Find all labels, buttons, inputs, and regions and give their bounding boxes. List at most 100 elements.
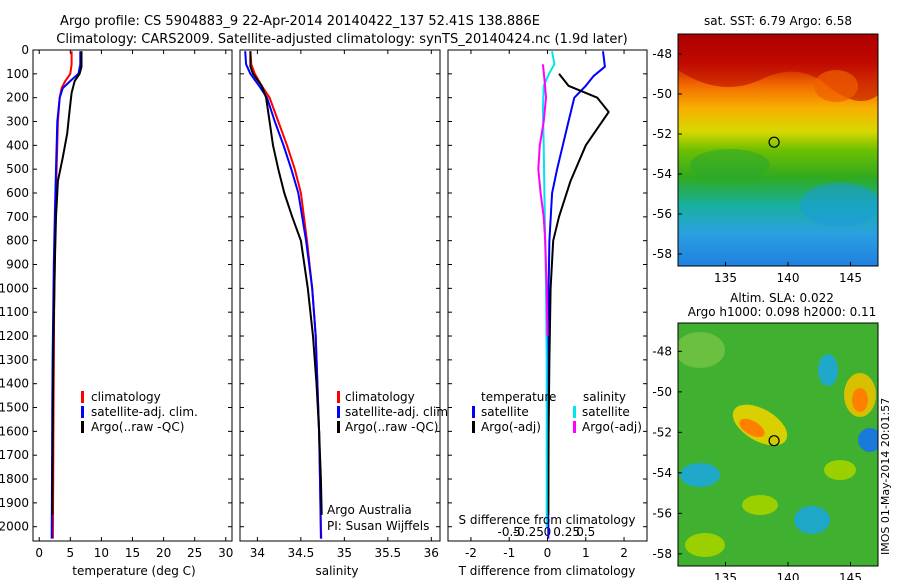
legend-label-t-satellite: satellite [481, 405, 529, 419]
depth-tick-label: 300 [6, 115, 29, 129]
sla-map-ticks: 135 140 145 -48 -50 -52 -54 -56 -58 [652, 344, 862, 580]
map-y-tick-label: -52 [652, 425, 672, 439]
temperature-profiles [50, 51, 83, 539]
legend-label-climatology: climatology [91, 390, 161, 404]
sst-map-frame [677, 33, 879, 267]
profile-line-argo-raw-qc- [51, 51, 83, 515]
sla-blob [794, 506, 830, 534]
argo-location-marker [768, 435, 780, 447]
x-tick-label: -1 [503, 546, 515, 560]
depth-tick-label: 1800 [0, 472, 29, 486]
legend-label-argo: Argo(..raw -QC) [345, 420, 438, 434]
legend-swatch-argo [81, 421, 84, 433]
depth-tick-label: 1200 [0, 329, 29, 343]
x-tick-label: 35.5 [374, 546, 401, 560]
sla-blob [680, 463, 720, 487]
x-tick-label: 2 [620, 546, 628, 560]
x-tick-label: 0 [35, 546, 43, 560]
figure-title-line1: Argo profile: CS 5904883_9 22-Apr-2014 2… [60, 14, 540, 29]
map-y-tick-label: -48 [652, 344, 672, 358]
sla-map-title-line1: Altim. SLA: 0.022 [730, 291, 834, 305]
t-difference-axis-ticks: -2 -1 0 1 2 [465, 50, 628, 560]
map-y-tick-label: -52 [652, 127, 672, 141]
legend-label-satellite-adj: satellite-adj. clim. [91, 405, 198, 419]
difference-panel: -2 -1 0 1 2 -0.5-0.25 0 0.250.5 T difference f… [447, 49, 648, 578]
legend-swatch-s-satellite [573, 406, 576, 418]
legend-label-argo: Argo(..raw -QC) [91, 420, 184, 434]
depth-tick-label: 600 [6, 186, 29, 200]
sst-cold-patch [800, 183, 878, 227]
temperature-panel: 0100200300400500600700800900100011001200… [0, 43, 233, 578]
legend-swatch-satellite-adj [81, 406, 84, 418]
salinity-plot-frame [239, 49, 441, 542]
depth-tick-label: 800 [6, 234, 29, 248]
map-x-tick-label: 135 [714, 271, 737, 285]
legend-swatch-satellite-adj [337, 406, 340, 418]
sla-blob [824, 460, 856, 480]
map-y-tick-label: -56 [652, 207, 672, 221]
temperature-plot-frame [32, 49, 233, 542]
legend-swatch-s-argo [573, 421, 576, 433]
salinity-profiles [244, 51, 323, 539]
map-y-tick-label: -56 [652, 506, 672, 520]
imos-timestamp: IMOS 01-May-2014 20:01:57 [879, 398, 892, 555]
sst-map: sat. SST: 6.79 Argo: 6.58 135 140 145 -48 -5… [652, 14, 879, 285]
x-tick-label: 5 [66, 546, 74, 560]
sla-blob [678, 332, 725, 368]
map-x-tick-label: 145 [839, 271, 862, 285]
x-tick-label: 35 [337, 546, 352, 560]
map-y-tick-label: -54 [652, 167, 672, 181]
salinity-axis-label: salinity [315, 564, 358, 578]
depth-tick-label: 400 [6, 138, 29, 152]
depth-tick-label: 100 [6, 67, 29, 81]
legend-title-temperature: temperature [481, 390, 556, 404]
figure-title-line2: Climatology: CARS2009. Satellite-adjuste… [56, 32, 628, 47]
temperature-legend: climatology satellite-adj. clim. Argo(..… [81, 390, 198, 434]
salinity-panel: 34 34.5 35 35.5 36 salinity climatology sate… [239, 49, 452, 578]
legend-swatch-t-satellite [472, 406, 475, 418]
s-tick-label: -0.25 [513, 525, 544, 539]
sla-map: Altim. SLA: 0.022 Argo h1000: 0.098 h200… [652, 291, 892, 580]
sla-blob [739, 418, 765, 438]
x-tick-label: 25 [187, 546, 202, 560]
legend-label-s-argo: Argo(-adj) [582, 420, 642, 434]
sla-blob [858, 428, 878, 452]
profile-line-satellite [541, 51, 556, 527]
legend-label-climatology: climatology [345, 390, 415, 404]
legend-swatch-climatology [337, 391, 340, 403]
profile-line-argo-adj- [547, 73, 610, 515]
temperature-axis-ticks: 0 5 10 15 20 25 30 [35, 50, 233, 560]
x-tick-label: 30 [218, 546, 233, 560]
x-tick-label: 20 [156, 546, 171, 560]
salinity-legend: climatology satellite-adj. clim. Argo(..… [337, 390, 452, 434]
x-tick-label: 36 [424, 546, 439, 560]
temperature-axis-label: temperature (deg C) [72, 564, 195, 578]
x-tick-label: 0 [544, 546, 552, 560]
map-x-tick-label: 140 [777, 571, 800, 580]
difference-profiles [537, 51, 610, 539]
argo-australia-note: Argo Australia [327, 503, 412, 517]
legend-title-salinity: salinity [583, 390, 626, 404]
x-tick-label: 34 [250, 546, 265, 560]
depth-tick-label: 0 [21, 43, 29, 57]
sla-blob [742, 495, 778, 515]
s-difference-axis-label: S difference from climatology [459, 513, 636, 527]
sla-blob [818, 354, 838, 386]
depth-tick-label: 1500 [0, 401, 29, 415]
legend-label-t-argo: Argo(-adj) [481, 420, 541, 434]
legend-swatch-t-argo [472, 421, 475, 433]
difference-depth-ticks [448, 49, 647, 528]
map-y-tick-label: -58 [652, 247, 672, 261]
map-x-tick-label: 140 [777, 271, 800, 285]
map-y-tick-label: -50 [652, 385, 672, 399]
depth-tick-label: 2000 [0, 520, 29, 534]
sla-map-title-line2: Argo h1000: 0.098 h2000: 0.11 [688, 305, 877, 319]
profile-line-argo-raw-qc- [249, 51, 323, 515]
t-difference-axis-label: T difference from climatology [458, 564, 636, 578]
s-tick-label: 0.5 [576, 525, 595, 539]
depth-tick-label: 1600 [0, 424, 29, 438]
map-y-tick-label: -58 [652, 547, 672, 561]
legend-label-s-satellite: satellite [582, 405, 630, 419]
legend-label-satellite-adj: satellite-adj. clim. [345, 405, 452, 419]
